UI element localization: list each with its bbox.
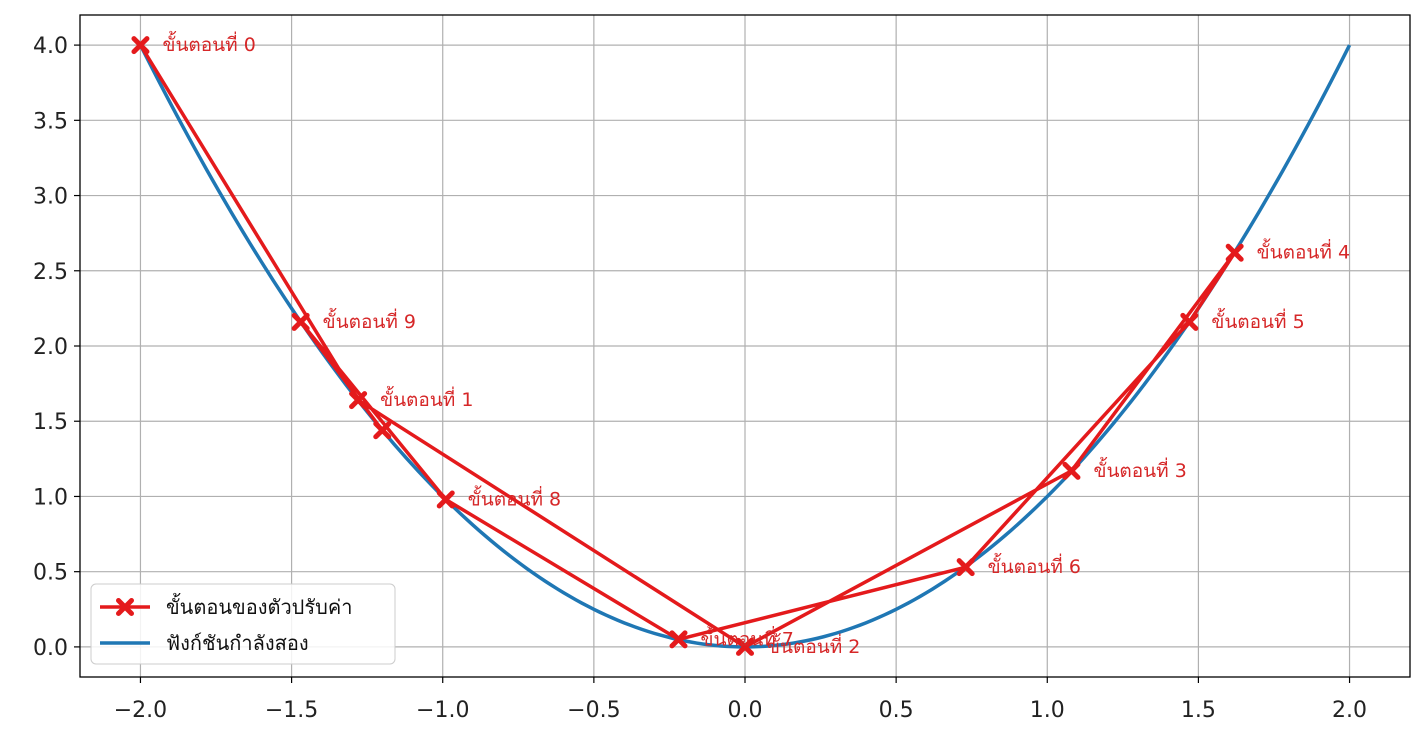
step-label: ขั้นตอนที่ 4 bbox=[1257, 239, 1350, 264]
step-marker bbox=[373, 421, 392, 440]
y-tick-label: 0.5 bbox=[33, 561, 68, 586]
x-tick-label: 0.5 bbox=[879, 698, 914, 723]
step-label: ขั้นตอนที่ 1 bbox=[380, 386, 473, 411]
step-marker bbox=[669, 630, 688, 649]
step-marker bbox=[1062, 461, 1081, 480]
legend-x-marker bbox=[116, 598, 134, 616]
tick-layer: −2.0 −1.5 −1.0 −0.5 0.0 0.5 1.0 1.5 2.0 0.0 0.5 1.0… bbox=[33, 34, 1367, 723]
y-tick-label: 3.5 bbox=[33, 109, 68, 134]
legend-marker-optimizer bbox=[116, 598, 134, 616]
step-label: ขั้นตอนที่ 5 bbox=[1211, 308, 1304, 333]
legend-label-optimizer: ขั้นตอนของตัวปรับค่า bbox=[166, 593, 352, 619]
y-tick-label: 0.0 bbox=[33, 636, 68, 661]
step-label: ขั้นตอนที่ 7 bbox=[701, 625, 794, 650]
x-tick-label: 1.0 bbox=[1030, 698, 1065, 723]
y-tick-label: 1.0 bbox=[33, 485, 68, 510]
legend: ขั้นตอนของตัวปรับค่า ฟังก์ชันกำลังสอง bbox=[90, 583, 396, 665]
step-marker bbox=[436, 490, 455, 509]
step-marker bbox=[291, 312, 310, 331]
x-tick-label: 1.5 bbox=[1181, 698, 1216, 723]
step-marker bbox=[1225, 243, 1244, 262]
x-tick-label: −1.5 bbox=[265, 698, 318, 723]
x-tick-label: −2.0 bbox=[114, 698, 167, 723]
x-tick-label: 2.0 bbox=[1332, 698, 1367, 723]
y-tick-label: 1.5 bbox=[33, 410, 68, 435]
legend-label-quadratic: ฟังก์ชันกำลังสอง bbox=[166, 631, 309, 655]
y-tick-label: 2.5 bbox=[33, 260, 68, 285]
step-marker bbox=[1180, 312, 1199, 331]
x-tick-label: −1.0 bbox=[416, 698, 469, 723]
step-marker bbox=[349, 391, 368, 410]
step-label: ขั้นตอนที่ 8 bbox=[468, 485, 561, 510]
y-tick-label: 4.0 bbox=[33, 34, 68, 59]
marker-layer bbox=[131, 36, 1244, 656]
x-tick-label: 0.0 bbox=[728, 698, 763, 723]
step-label: ขั้นตอนที่ 0 bbox=[162, 31, 255, 56]
y-tick-label: 2.0 bbox=[33, 335, 68, 360]
step-marker bbox=[956, 558, 975, 577]
step-label: ขั้นตอนที่ 9 bbox=[323, 308, 416, 333]
annotation-layer: ขั้นตอนที่ 0ขั้นตอนที่ 1ขั้นตอนที่ 2ขั้น… bbox=[162, 31, 1350, 658]
step-marker bbox=[131, 36, 150, 55]
x-tick-label: −0.5 bbox=[567, 698, 620, 723]
legend-box bbox=[90, 583, 396, 665]
step-label: ขั้นตอนที่ 3 bbox=[1093, 457, 1186, 482]
step-label: ขั้นตอนที่ 6 bbox=[988, 553, 1081, 578]
y-tick-label: 3.0 bbox=[33, 185, 68, 210]
step-marker bbox=[736, 637, 754, 656]
step-label: ขั้นตอนที่ 2 bbox=[767, 633, 860, 658]
